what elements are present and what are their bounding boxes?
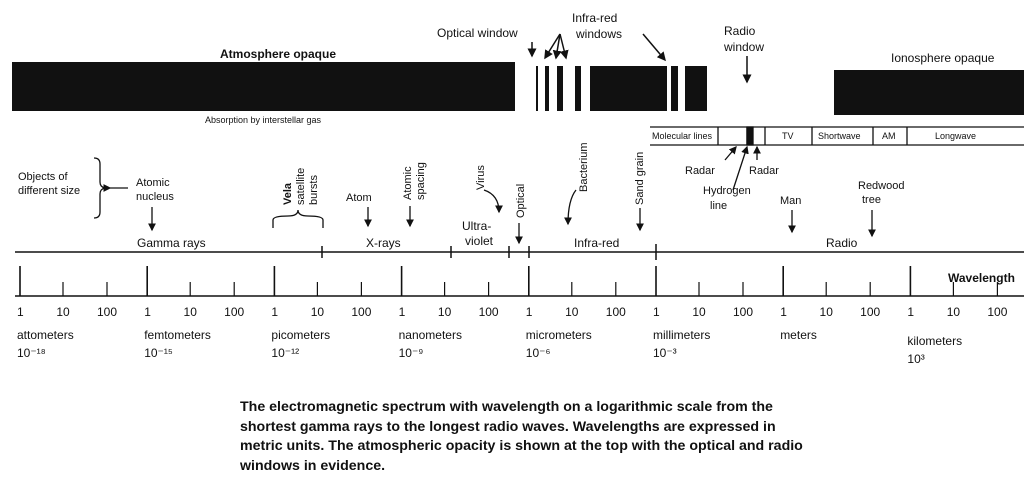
man-label: Man: [780, 195, 801, 207]
axis-tick-label: 1: [144, 305, 151, 319]
atmosphere-opaque-label: Atmosphere opaque: [220, 47, 336, 61]
atom-label: Atom: [346, 192, 372, 204]
redwood-label-2: tree: [862, 194, 881, 206]
axis-tick-label: 100: [606, 305, 626, 319]
unit-power: 10⁻¹⁵: [144, 346, 173, 360]
axis-tick-label: 1: [907, 305, 914, 319]
unit-label: nanometers: [399, 328, 462, 342]
atomic-spacing-label-1: Atomic: [402, 166, 414, 200]
axis-tick-label: 10: [565, 305, 579, 319]
axis-tick-label: 10: [56, 305, 70, 319]
infrared-windows-label-1: Infra-red: [572, 11, 617, 25]
axis-tick-label: 10: [820, 305, 834, 319]
objects-label-2: different size: [18, 185, 80, 197]
vela-label-2: satellite: [295, 168, 307, 205]
atmosphere-opacity-bar: [12, 62, 1024, 115]
axis-tick-label: 1: [780, 305, 787, 319]
redwood-label-1: Redwood: [858, 180, 904, 192]
vela-label-3: bursts: [308, 175, 320, 205]
axis-title: Wavelength: [948, 271, 1015, 285]
radar-label-1: Radar: [685, 165, 715, 177]
figure-caption: The electromagnetic spectrum with wavele…: [240, 399, 803, 474]
unit-label: attometers: [17, 328, 74, 342]
radio-window-label-2: window: [723, 40, 764, 54]
axis-tick-label: 100: [224, 305, 244, 319]
unit-power: 10⁻³: [653, 346, 677, 360]
unit-power: 10³: [907, 352, 924, 366]
virus-arrow: [483, 189, 503, 214]
objects-brace: [93, 157, 106, 219]
band-longwave: Longwave: [935, 131, 976, 141]
infrared-windows-label-2: windows: [575, 27, 622, 41]
atomic-spacing-label-2: spacing: [415, 162, 427, 200]
axis-tick-label: 10: [947, 305, 961, 319]
axis-tick-label: 10: [311, 305, 325, 319]
vela-brace: [272, 209, 324, 228]
objects-label-1: Objects of: [18, 171, 68, 183]
unit-power: 10⁻¹²: [271, 346, 299, 360]
sand-grain-label: Sand grain: [634, 152, 646, 205]
unit-label: kilometers: [907, 334, 962, 348]
region-ultraviolet-2: violet: [465, 234, 494, 248]
region-radio: Radio: [826, 236, 858, 250]
ionosphere-opaque-label: Ionosphere opaque: [891, 51, 995, 65]
axis-tick-label: 1: [399, 305, 406, 319]
region-x-rays: X-rays: [366, 236, 401, 250]
unit-label: meters: [780, 328, 817, 342]
axis-tick-label: 100: [97, 305, 117, 319]
axis-tick-label: 1: [526, 305, 533, 319]
hydrogen-line-label-1: Hydrogen: [703, 185, 751, 197]
radio-marker-arrows: [724, 145, 761, 191]
unit-power: 10⁻⁶: [526, 346, 551, 360]
band-shortwave: Shortwave: [818, 131, 861, 141]
axis-tick-label: 1: [271, 305, 278, 319]
optical-window-label: Optical window: [437, 26, 518, 40]
unit-label: femtometers: [144, 328, 211, 342]
axis-tick-label: 1: [653, 305, 660, 319]
unit-label: micrometers: [526, 328, 592, 342]
radio-bands-table: [650, 126, 1024, 146]
axis-ticks: 1 10 100 1 10 100 1 10 100 1 10 100 1 10 100 1 10 100 1 10 1…: [17, 266, 1008, 366]
virus-label: Virus: [475, 165, 487, 190]
axis-tick-label: 100: [987, 305, 1007, 319]
axis-tick-label: 100: [733, 305, 753, 319]
axis-tick-label: 10: [438, 305, 452, 319]
optical-label: Optical: [515, 184, 527, 218]
unit-label: picometers: [271, 328, 330, 342]
region-ultraviolet-1: Ultra-: [462, 219, 491, 233]
hydrogen-line-label-2: line: [710, 200, 727, 212]
axis-tick-label: 100: [860, 305, 880, 319]
regions-line: [15, 244, 1024, 260]
region-infrared: Infra-red: [574, 236, 619, 250]
band-tv: TV: [782, 131, 794, 141]
radar-label-2: Radar: [749, 165, 779, 177]
band-am: AM: [882, 131, 896, 141]
axis-tick-label: 1: [17, 305, 24, 319]
atomic-nucleus-label-2: nucleus: [136, 191, 174, 203]
vela-label-1: Vela: [282, 182, 294, 205]
radio-window-label-1: Radio: [724, 24, 756, 38]
absorption-label: Absorption by interstellar gas: [205, 115, 322, 125]
axis-tick-label: 10: [184, 305, 198, 319]
axis-tick-label: 10: [692, 305, 706, 319]
band-molecular-lines: Molecular lines: [652, 131, 713, 141]
infrared-window-arrows: [544, 33, 666, 62]
unit-power: 10⁻¹⁸: [17, 346, 46, 360]
atomic-nucleus-label-1: Atomic: [136, 177, 170, 189]
unit-label: millimeters: [653, 328, 710, 342]
unit-power: 10⁻⁹: [399, 346, 424, 360]
bacterium-label: Bacterium: [578, 142, 590, 192]
axis-tick-label: 100: [351, 305, 371, 319]
region-gamma-rays: Gamma rays: [137, 236, 206, 250]
bacterium-arrow: [564, 189, 577, 226]
axis-tick-label: 100: [479, 305, 499, 319]
